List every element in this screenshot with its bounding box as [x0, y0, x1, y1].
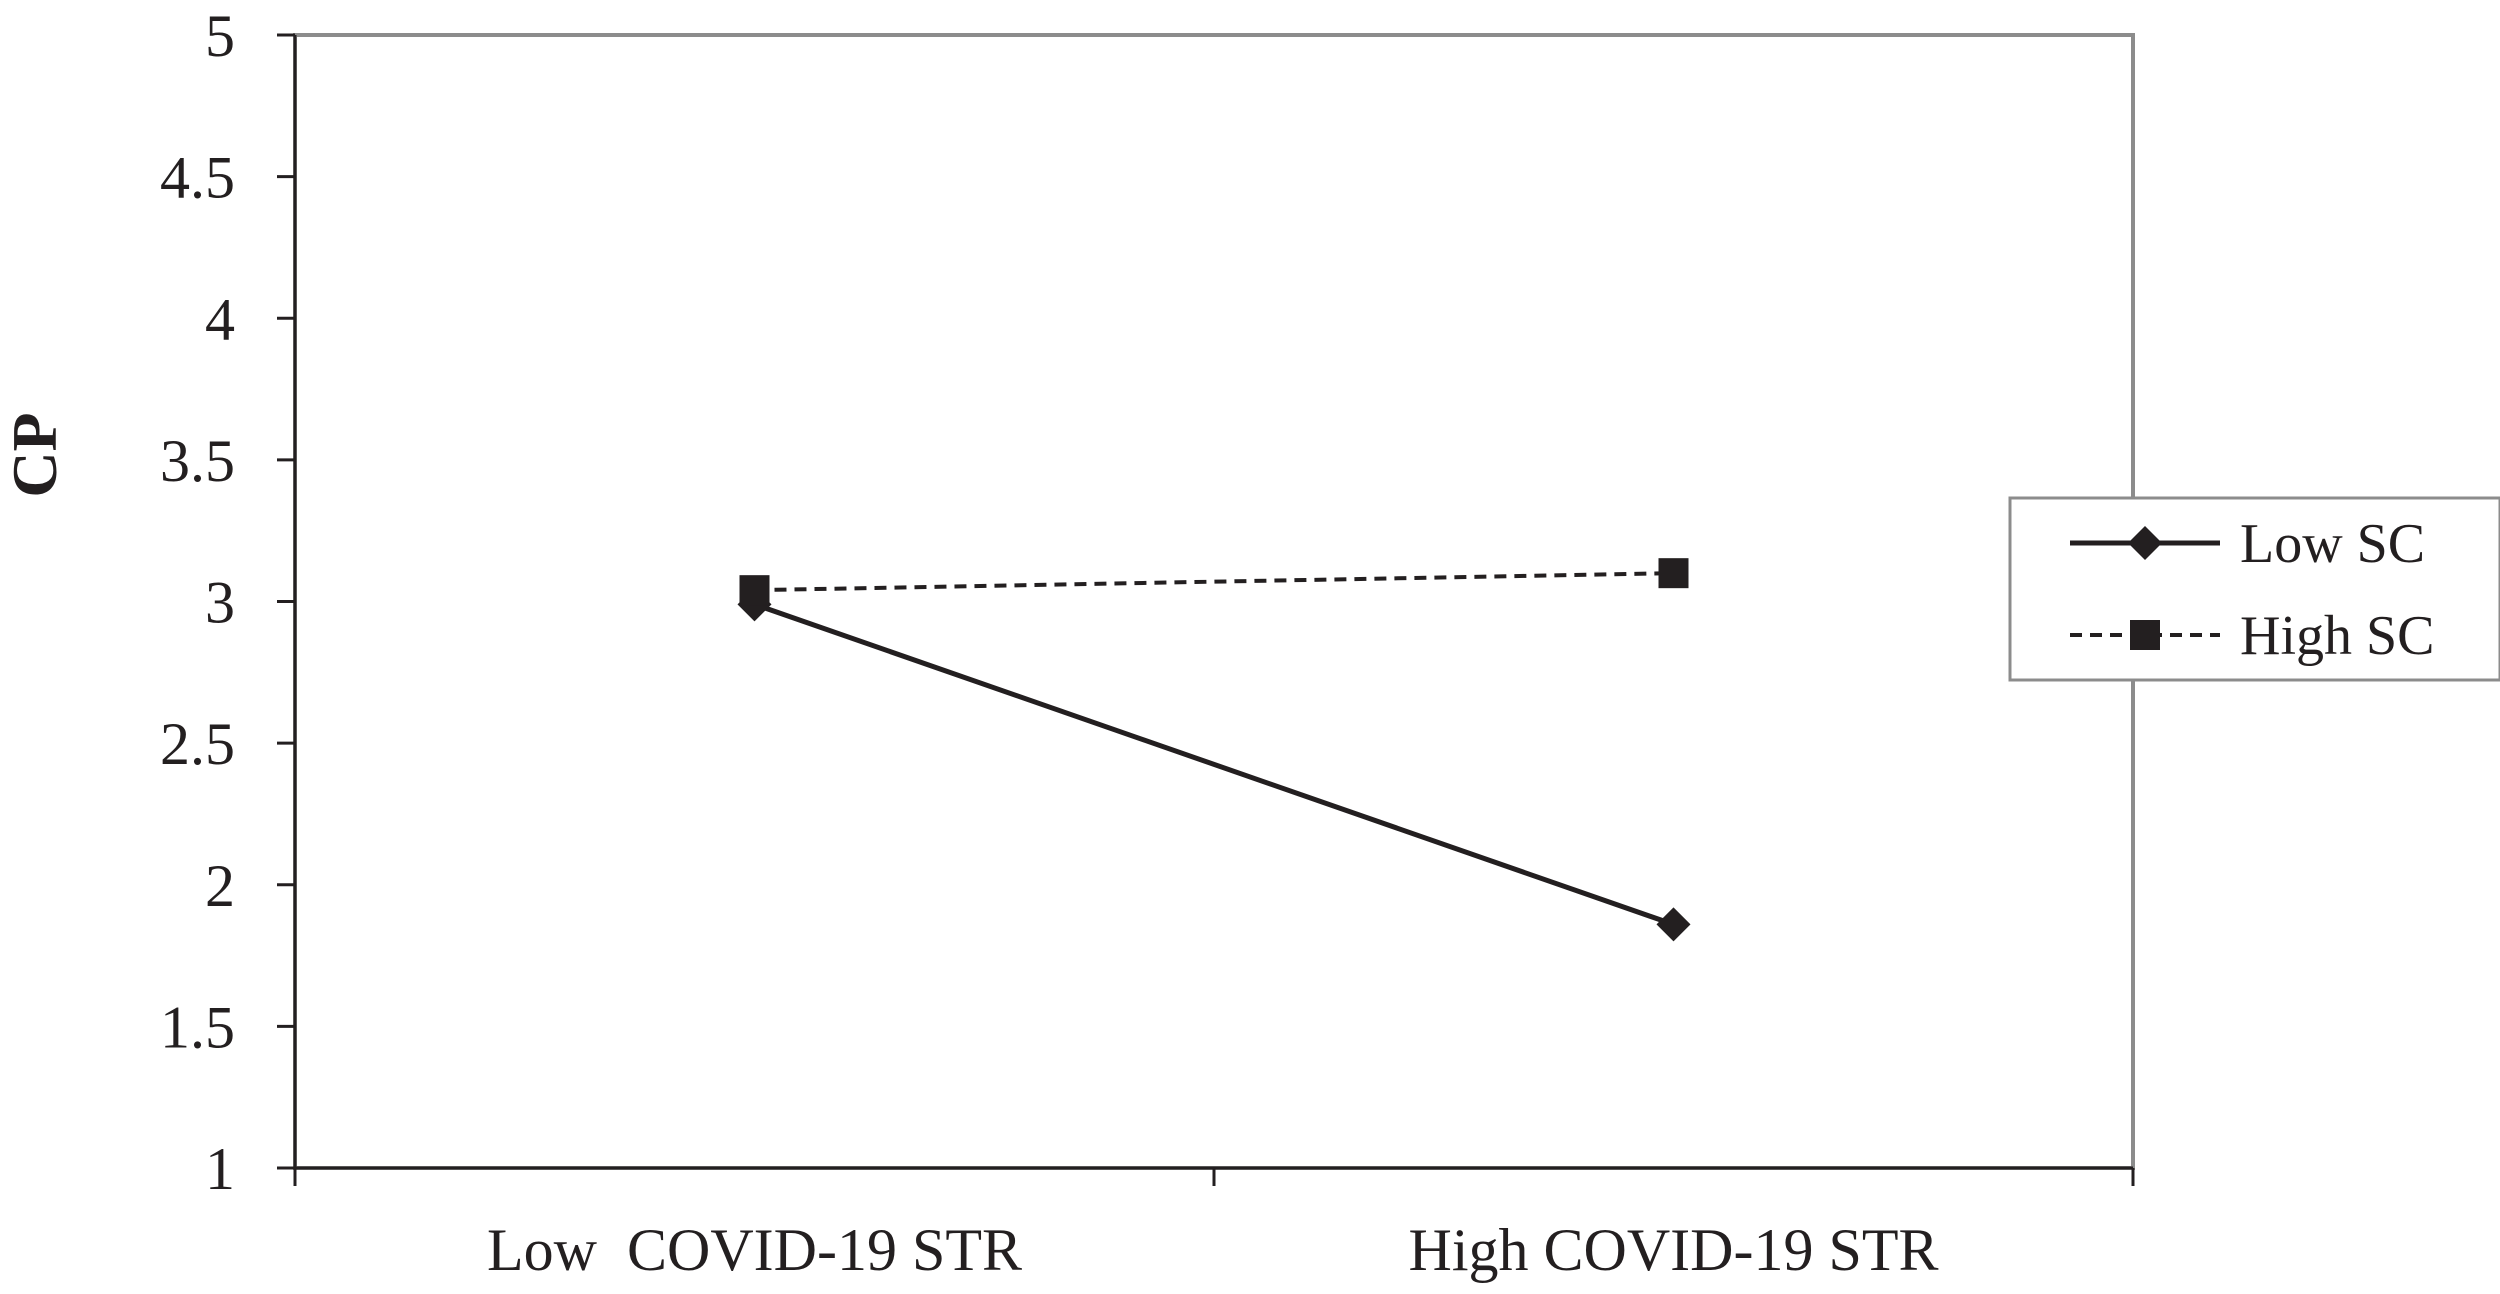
legend-items: Low SC High SC	[2070, 513, 2435, 667]
y-axis-ticks: 1 1.5 2 2.5 3 3.5 4 4.5 5	[160, 3, 295, 1202]
x-category-label: Low COVID-19 STR	[487, 1217, 1022, 1283]
y-tick-label: 3	[205, 570, 235, 636]
legend-diamond-marker	[2128, 526, 2162, 560]
y-axis-title: CP	[0, 412, 70, 497]
y-tick-label: 4.5	[160, 145, 235, 211]
legend-square-marker	[2130, 620, 2160, 650]
plot-frame	[293, 33, 2135, 1170]
x-axis-ticks: Low COVID-19 STR High COVID-19 STR	[293, 1168, 2135, 1283]
legend: Low SC High SC	[2008, 496, 2500, 682]
series-line	[753, 601, 1675, 927]
y-tick-label: 2.5	[160, 711, 235, 777]
series-line	[754, 571, 1674, 593]
series-low-sc	[737, 587, 1691, 942]
y-tick-label: 1	[205, 1136, 235, 1202]
legend-item: Low SC	[2070, 513, 2425, 575]
legend-box	[2008, 496, 2500, 682]
diamond-marker	[1656, 907, 1691, 942]
y-tick-label: 3.5	[160, 428, 235, 494]
legend-label: Low SC	[2240, 513, 2425, 575]
series-high-sc	[739, 558, 1689, 606]
legend-label: High SC	[2240, 605, 2435, 667]
square-marker	[739, 575, 770, 606]
y-tick-label: 2	[205, 853, 235, 919]
y-tick-label: 4	[205, 286, 235, 352]
square-marker	[1658, 558, 1689, 589]
y-tick-label: 5	[205, 3, 235, 69]
series-layer	[737, 558, 1691, 942]
x-category-label: High COVID-19 STR	[1408, 1217, 1938, 1283]
legend-item: High SC	[2070, 605, 2435, 667]
y-tick-label: 1.5	[160, 994, 235, 1060]
